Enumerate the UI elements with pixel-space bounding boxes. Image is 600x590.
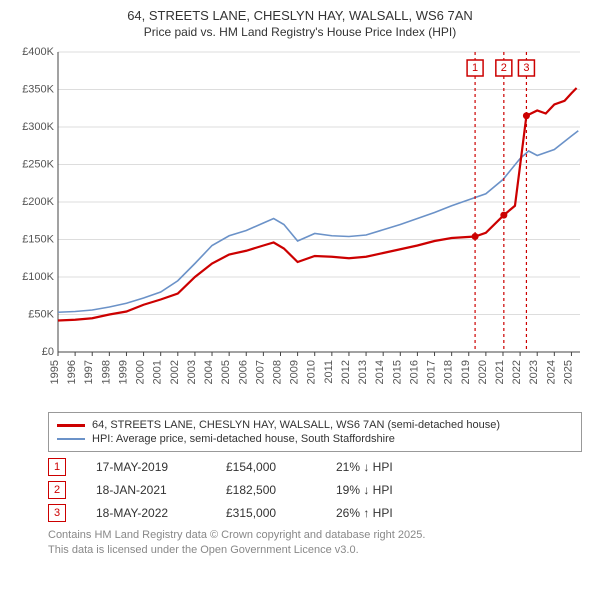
title-line1: 64, STREETS LANE, CHESLYN HAY, WALSALL, … [10, 8, 590, 25]
svg-text:2: 2 [501, 62, 507, 74]
svg-text:2007: 2007 [254, 360, 266, 384]
svg-text:£300K: £300K [22, 121, 54, 133]
transaction-row: 1 17-MAY-2019£154,00021% ↓ HPI [48, 458, 582, 476]
svg-text:2018: 2018 [443, 360, 455, 384]
svg-text:1995: 1995 [49, 360, 61, 384]
svg-text:2013: 2013 [357, 360, 369, 384]
title-line2: Price paid vs. HM Land Registry's House … [10, 25, 590, 41]
svg-text:2000: 2000 [135, 360, 147, 384]
transaction-price: £315,000 [226, 506, 336, 520]
transactions-table: 1 17-MAY-2019£154,00021% ↓ HPI 2 18-JAN-202… [48, 458, 582, 522]
svg-text:£50K: £50K [28, 309, 54, 321]
svg-text:2016: 2016 [408, 360, 420, 384]
svg-text:2006: 2006 [237, 360, 249, 384]
svg-text:2024: 2024 [545, 360, 557, 384]
svg-text:2001: 2001 [152, 360, 164, 384]
svg-text:3: 3 [523, 62, 529, 74]
svg-text:2021: 2021 [494, 360, 506, 384]
legend-label: HPI: Average price, semi-detached house,… [92, 433, 395, 445]
legend-swatch [57, 438, 85, 440]
svg-text:1999: 1999 [117, 360, 129, 384]
svg-text:£150K: £150K [22, 234, 54, 246]
legend-swatch [57, 424, 85, 427]
svg-text:£350K: £350K [22, 84, 54, 96]
legend-row: 64, STREETS LANE, CHESLYN HAY, WALSALL, … [57, 419, 573, 431]
svg-text:2014: 2014 [374, 360, 386, 384]
legend: 64, STREETS LANE, CHESLYN HAY, WALSALL, … [48, 412, 582, 452]
svg-text:1997: 1997 [83, 360, 95, 384]
transaction-row: 3 18-MAY-2022£315,00026% ↑ HPI [48, 504, 582, 522]
svg-text:£100K: £100K [22, 271, 54, 283]
svg-text:2002: 2002 [169, 360, 181, 384]
svg-text:2022: 2022 [511, 360, 523, 384]
svg-text:1996: 1996 [66, 360, 78, 384]
legend-label: 64, STREETS LANE, CHESLYN HAY, WALSALL, … [92, 419, 500, 431]
transaction-price: £182,500 [226, 483, 336, 497]
transaction-date: 17-MAY-2019 [96, 460, 226, 474]
svg-text:1: 1 [472, 62, 478, 74]
svg-text:2019: 2019 [460, 360, 472, 384]
legend-row: HPI: Average price, semi-detached house,… [57, 433, 573, 445]
svg-text:2005: 2005 [220, 360, 232, 384]
svg-text:2023: 2023 [528, 360, 540, 384]
line-chart: £0 £50K £100K £150K £200K £250K £300K £350K £400… [20, 46, 580, 406]
svg-text:£250K: £250K [22, 159, 54, 171]
chart-title: 64, STREETS LANE, CHESLYN HAY, WALSALL, … [10, 8, 590, 40]
transaction-delta: 19% ↓ HPI [336, 483, 446, 497]
transaction-row: 2 18-JAN-2021£182,50019% ↓ HPI [48, 481, 582, 499]
svg-text:2008: 2008 [271, 360, 283, 384]
transaction-marker: 3 [48, 504, 66, 522]
svg-text:1998: 1998 [100, 360, 112, 384]
svg-text:2020: 2020 [477, 360, 489, 384]
footer-line2: This data is licensed under the Open Gov… [48, 543, 582, 557]
transaction-delta: 21% ↓ HPI [336, 460, 446, 474]
footer: Contains HM Land Registry data © Crown c… [48, 528, 582, 557]
svg-text:2025: 2025 [562, 360, 574, 384]
svg-text:£400K: £400K [22, 46, 54, 58]
transaction-date: 18-MAY-2022 [96, 506, 226, 520]
transaction-marker: 1 [48, 458, 66, 476]
transaction-marker: 2 [48, 481, 66, 499]
svg-text:2017: 2017 [426, 360, 438, 384]
svg-text:2015: 2015 [391, 360, 403, 384]
svg-text:2012: 2012 [340, 360, 352, 384]
transaction-delta: 26% ↑ HPI [336, 506, 446, 520]
svg-text:2009: 2009 [289, 360, 301, 384]
svg-text:2003: 2003 [186, 360, 198, 384]
svg-text:2010: 2010 [306, 360, 318, 384]
svg-text:£0: £0 [42, 346, 54, 358]
footer-line1: Contains HM Land Registry data © Crown c… [48, 528, 582, 542]
svg-text:2004: 2004 [203, 360, 215, 384]
svg-text:£200K: £200K [22, 196, 54, 208]
transaction-price: £154,000 [226, 460, 336, 474]
svg-text:2011: 2011 [323, 360, 335, 384]
transaction-date: 18-JAN-2021 [96, 483, 226, 497]
